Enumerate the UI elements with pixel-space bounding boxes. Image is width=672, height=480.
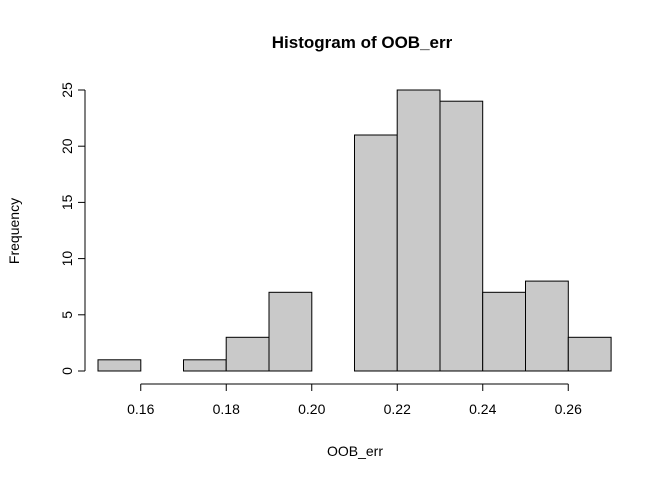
y-tick-label: 25 [59, 82, 75, 98]
x-tick-label: 0.20 [298, 401, 325, 417]
histogram-bar [183, 359, 227, 372]
histogram-bar [482, 291, 527, 372]
x-axis-label: OOB_err [327, 443, 383, 459]
y-tick-label: 15 [59, 194, 75, 210]
y-tick-label: 5 [59, 311, 75, 319]
x-tick-label: 0.16 [127, 401, 154, 417]
y-tick-label: 20 [59, 138, 75, 154]
y-tick-label: 10 [59, 251, 75, 267]
histogram-bar [439, 100, 484, 372]
x-axis: 0.16 0.18 0.20 0.22 0.24 0.26 [127, 383, 582, 417]
histogram-bar [225, 336, 270, 372]
x-tick-label: 0.18 [213, 401, 240, 417]
histogram-bar [97, 359, 142, 372]
y-tick-label: 0 [59, 367, 75, 375]
x-tick-label: 0.22 [384, 401, 411, 417]
histogram-bar [354, 134, 398, 372]
histogram-bar [268, 291, 313, 372]
histogram-bar [396, 89, 441, 372]
x-tick-label: 0.24 [469, 401, 496, 417]
x-tick-label: 0.26 [555, 401, 582, 417]
chart-title: Histogram of OOB_err [272, 33, 453, 52]
y-axis: 0 5 10 15 20 25 [59, 82, 86, 375]
y-axis-label: Frequency [6, 198, 22, 264]
bars-group [97, 89, 612, 372]
histogram-bar [525, 280, 569, 372]
histogram-bar [567, 336, 612, 372]
